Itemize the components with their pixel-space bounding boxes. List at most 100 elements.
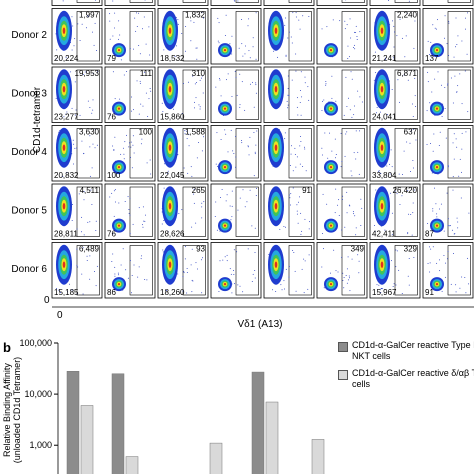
event-dot xyxy=(349,290,351,292)
event-dot xyxy=(407,232,409,234)
event-dot xyxy=(412,129,414,131)
event-dot xyxy=(408,284,410,286)
event-dot xyxy=(325,80,327,82)
event-dot xyxy=(184,130,186,132)
event-dot xyxy=(241,81,243,83)
event-dot xyxy=(376,284,378,286)
event-dot xyxy=(225,200,227,202)
event-dot xyxy=(455,138,457,140)
event-dot xyxy=(138,113,140,115)
event-dot xyxy=(222,259,224,261)
event-dot xyxy=(113,149,115,151)
event-dot xyxy=(148,98,150,100)
event-dot xyxy=(297,201,299,203)
bar xyxy=(125,456,139,474)
event-dot xyxy=(340,132,342,134)
event-dot xyxy=(412,202,414,204)
event-dot xyxy=(407,79,409,81)
event-dot xyxy=(193,107,195,109)
event-dot xyxy=(380,288,382,290)
event-dot xyxy=(239,73,241,75)
event-dot xyxy=(459,287,461,289)
density-blob xyxy=(274,261,278,268)
event-dot xyxy=(435,28,437,30)
event-dot xyxy=(136,26,138,28)
event-dot xyxy=(95,220,97,222)
event-dot xyxy=(321,28,323,30)
gate xyxy=(76,0,100,3)
event-dot xyxy=(359,31,361,33)
event-dot xyxy=(181,32,183,34)
event-dot xyxy=(415,139,417,141)
event-dot xyxy=(299,196,301,198)
event-dot xyxy=(183,270,185,272)
event-dot xyxy=(71,16,73,18)
event-dot xyxy=(355,227,357,229)
event-dot xyxy=(140,258,142,260)
event-dot xyxy=(255,12,257,14)
event-dot xyxy=(161,102,163,104)
gate xyxy=(447,128,471,179)
event-dot xyxy=(407,275,409,277)
event-dot xyxy=(441,115,443,117)
event-dot xyxy=(149,54,151,56)
gate xyxy=(182,11,206,62)
event-dot xyxy=(355,32,357,34)
event-dot xyxy=(448,22,450,24)
event-dot xyxy=(464,70,466,72)
event-dot xyxy=(399,203,401,205)
event-dot xyxy=(114,189,116,191)
event-dot xyxy=(384,57,386,59)
density-blob xyxy=(223,49,227,52)
gate-count: 310 xyxy=(192,69,206,78)
event-dot xyxy=(292,170,294,172)
row-label: Donor 6 xyxy=(11,264,47,275)
event-dot xyxy=(358,260,360,262)
event-dot xyxy=(167,170,169,172)
event-dot xyxy=(356,39,358,41)
gate xyxy=(129,11,153,62)
event-dot xyxy=(112,253,114,255)
event-dot xyxy=(224,256,226,258)
event-dot xyxy=(70,71,72,73)
event-dot xyxy=(294,154,296,156)
event-dot xyxy=(216,229,218,231)
x-axis-label: Vδ1 (A13) xyxy=(237,319,282,330)
density-blob xyxy=(329,224,333,227)
event-dot xyxy=(177,23,179,25)
event-dot xyxy=(299,90,301,92)
event-dot xyxy=(346,191,348,193)
event-dot xyxy=(374,51,376,53)
bar xyxy=(311,439,325,474)
event-dot xyxy=(380,172,382,174)
event-dot xyxy=(201,75,203,77)
event-dot xyxy=(195,47,197,49)
event-dot xyxy=(345,275,347,277)
event-dot xyxy=(231,216,233,218)
event-dot xyxy=(141,138,143,140)
event-dot xyxy=(253,175,255,177)
event-dot xyxy=(131,96,133,98)
event-dot xyxy=(87,221,89,223)
density-blob xyxy=(117,224,121,227)
event-dot xyxy=(349,205,351,207)
event-dot xyxy=(444,107,446,109)
event-dot xyxy=(341,256,343,258)
event-dot xyxy=(109,196,111,198)
event-dot xyxy=(285,54,287,56)
event-dot xyxy=(398,269,400,271)
event-dot xyxy=(408,0,410,2)
event-dot xyxy=(92,72,94,74)
y-tick-label: 100,000 xyxy=(19,338,52,348)
event-dot xyxy=(452,142,454,144)
event-dot xyxy=(143,16,145,18)
event-dot xyxy=(82,247,84,249)
event-dot xyxy=(349,109,351,111)
event-dot xyxy=(468,283,470,285)
event-dot xyxy=(254,270,256,272)
event-dot xyxy=(353,152,355,154)
event-dot xyxy=(408,213,410,215)
event-dot xyxy=(190,264,192,266)
density-blob xyxy=(329,107,333,110)
density-blob xyxy=(223,224,227,227)
